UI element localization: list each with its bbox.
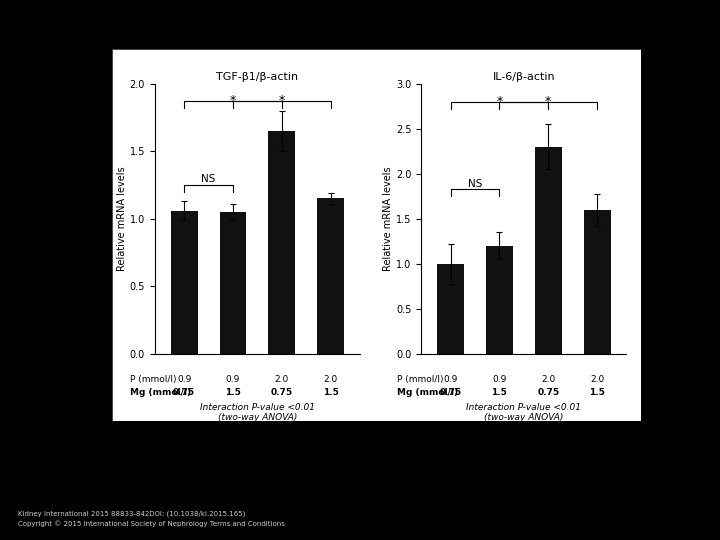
Text: 1.5: 1.5 — [323, 388, 338, 397]
Text: P (mmol/l): P (mmol/l) — [397, 375, 443, 384]
Text: NS: NS — [468, 179, 482, 189]
Text: 2.0: 2.0 — [541, 375, 555, 384]
Text: NS: NS — [202, 174, 216, 184]
Text: Interaction P-value <0.01: Interaction P-value <0.01 — [200, 403, 315, 412]
Text: 0.75: 0.75 — [439, 388, 462, 397]
Text: 0.75: 0.75 — [537, 388, 559, 397]
Text: *: * — [545, 94, 552, 107]
Text: 2.0: 2.0 — [275, 375, 289, 384]
Text: 0.9: 0.9 — [492, 375, 507, 384]
Text: Mg (mmol/l): Mg (mmol/l) — [130, 388, 192, 397]
Title: TGF-β1/β-actin: TGF-β1/β-actin — [216, 71, 299, 82]
Bar — [220, 212, 246, 354]
Title: IL-6/β-actin: IL-6/β-actin — [492, 71, 555, 82]
Bar — [437, 264, 464, 354]
Text: 1.5: 1.5 — [225, 388, 241, 397]
Y-axis label: Relative mRNA levels: Relative mRNA levels — [383, 166, 393, 271]
Text: Kidney International 2015 88833-842DOI: (10.1038/ki.2015.165): Kidney International 2015 88833-842DOI: … — [18, 511, 246, 517]
Text: 2.0: 2.0 — [590, 375, 604, 384]
Text: Mg (mmol/l): Mg (mmol/l) — [397, 388, 458, 397]
Text: P (mmol/l): P (mmol/l) — [130, 375, 176, 384]
Text: 1.5: 1.5 — [589, 388, 605, 397]
Text: Interaction P-value <0.01: Interaction P-value <0.01 — [467, 403, 581, 412]
Text: 0.9: 0.9 — [444, 375, 458, 384]
Text: Copyright © 2015 International Society of Nephrology Terms and Conditions: Copyright © 2015 International Society o… — [18, 521, 285, 527]
Text: 0.75: 0.75 — [173, 388, 195, 397]
Text: (two-way ANOVA): (two-way ANOVA) — [484, 413, 564, 422]
Text: Figure 5: Figure 5 — [329, 17, 391, 32]
Text: 2.0: 2.0 — [323, 375, 338, 384]
Text: Figure 5: Figure 5 — [332, 17, 388, 31]
Text: 0.9: 0.9 — [177, 375, 192, 384]
Text: 0.9: 0.9 — [226, 375, 240, 384]
Bar — [318, 199, 344, 354]
Text: 1.5: 1.5 — [492, 388, 508, 397]
Text: *: * — [279, 93, 285, 106]
Text: (two-way ANOVA): (two-way ANOVA) — [217, 413, 297, 422]
Bar — [486, 246, 513, 354]
Text: *: * — [496, 94, 503, 107]
Bar — [171, 211, 197, 354]
Text: *: * — [230, 93, 236, 106]
Text: 0.75: 0.75 — [271, 388, 293, 397]
Bar — [269, 131, 295, 354]
Bar — [584, 210, 611, 354]
Bar — [535, 147, 562, 354]
Y-axis label: Relative mRNA levels: Relative mRNA levels — [117, 166, 127, 271]
